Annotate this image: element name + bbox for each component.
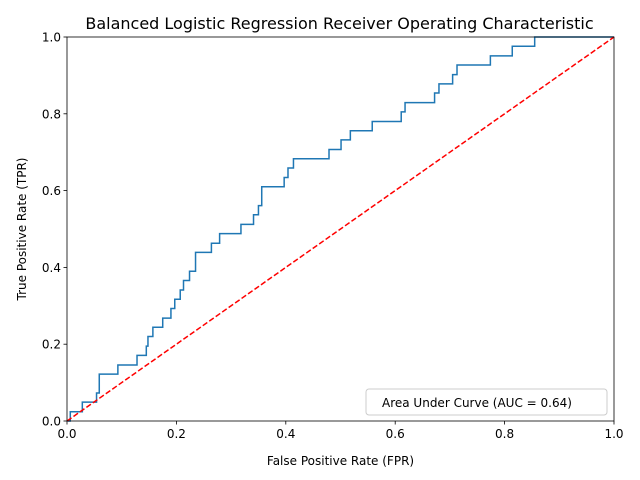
x-tick-label: 1.0	[604, 427, 623, 441]
roc-curve-line	[67, 36, 614, 422]
plot-frame	[66, 36, 615, 422]
series-layer	[66, 36, 615, 422]
y-tick-label: 0.0	[42, 415, 61, 429]
chance-diagonal-line	[66, 36, 615, 422]
x-tick-label: 0.8	[495, 427, 514, 441]
legend-entry: Area Under Curve (AUC = 0.64)	[382, 396, 572, 410]
x-axis-label: False Positive Rate (FPR)	[267, 454, 414, 468]
x-tick-label: 0.0	[57, 427, 76, 441]
x-tick-label: 0.6	[386, 427, 405, 441]
chart-title: Balanced Logistic Regression Receiver Op…	[85, 14, 593, 33]
y-tick-label: 0.4	[42, 261, 61, 275]
x-tick-label: 0.2	[167, 427, 186, 441]
y-axis-ticks: 0.0 0.2 0.4 0.6 0.8 1.0	[42, 31, 67, 429]
y-tick-label: 0.2	[42, 338, 61, 352]
legend: Area Under Curve (AUC = 0.64)	[365, 388, 608, 416]
y-axis-label: True Positive Rate (TPR)	[15, 158, 29, 302]
x-tick-label: 0.4	[276, 427, 295, 441]
x-axis-ticks: 0.0 0.2 0.4 0.6 0.8 1.0	[57, 421, 624, 441]
y-tick-label: 1.0	[42, 31, 61, 45]
legend-box	[365, 388, 608, 416]
y-tick-label: 0.8	[42, 107, 61, 121]
y-tick-label: 0.6	[42, 184, 61, 198]
